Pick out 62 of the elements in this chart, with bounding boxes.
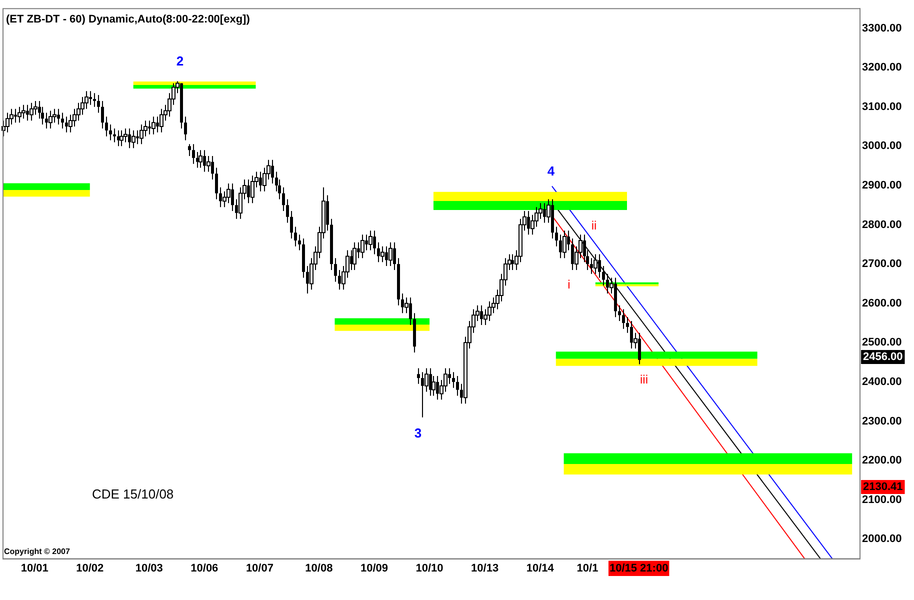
candlestick	[298, 234, 301, 251]
candlestick	[555, 226, 558, 247]
candlestick	[290, 210, 293, 240]
y-tick-label: 3300.00	[862, 22, 902, 34]
y-tick-label: 2900.00	[862, 179, 902, 192]
annotation: i	[568, 277, 570, 292]
candlestick	[294, 226, 297, 247]
candlestick	[618, 304, 621, 322]
x-tick-label: 10/08	[305, 562, 333, 574]
text: 2130.41	[863, 481, 903, 494]
candlestick	[602, 266, 605, 286]
candlestick	[192, 144, 195, 164]
text: (ET ZB-DT - 60) Dynamic,Auto(8:00-22:00[exg])	[6, 14, 250, 26]
y-tick-label: 2200.00	[862, 454, 902, 467]
y-tick-label: 2800.00	[862, 218, 902, 231]
candlestick	[188, 144, 191, 156]
candlestick	[93, 92, 96, 108]
annotation: ii	[591, 218, 597, 232]
x-tick-label: 10/06	[190, 562, 218, 574]
candlestick	[113, 128, 116, 143]
y-tick-label: 2600.00	[862, 297, 902, 310]
text: 2456.00	[863, 351, 903, 364]
candlestick	[622, 308, 625, 330]
candlestick	[282, 186, 285, 212]
annotation: 3	[414, 426, 422, 441]
x-tick-label: 10/03	[135, 562, 163, 574]
candlestick	[452, 372, 455, 388]
candlestick	[101, 100, 104, 129]
annotation: Copyright © 2007	[4, 547, 70, 556]
y-tick-label: 2300.00	[862, 415, 902, 428]
x-tick-label: 10/14	[526, 562, 555, 574]
candlestick	[417, 368, 420, 384]
y-tick-label: 3200.00	[862, 62, 902, 74]
annotation: iii	[640, 372, 648, 386]
y-tick-label: 2400.00	[862, 376, 902, 388]
x-tick-label: 10/09	[360, 562, 388, 574]
candlestick	[626, 316, 629, 334]
y-tick-label: 3000.00	[862, 140, 902, 152]
y-tick-label: 3100.00	[862, 100, 902, 113]
x-tick-label: 10/07	[246, 562, 274, 574]
candlestick	[286, 198, 289, 224]
candlestick	[97, 94, 100, 114]
candlestick	[184, 116, 187, 141]
x-tick-label: 10/15 21:00	[609, 562, 668, 574]
candlestick	[109, 124, 112, 141]
x-tick-label: 10/10	[416, 562, 444, 574]
x-tick-label: 10/02	[76, 562, 104, 574]
candlestick	[215, 167, 218, 200]
annotation: 2	[176, 54, 184, 69]
x-tick-label: 10/01	[20, 562, 48, 574]
x-tick-label: 10/13	[471, 562, 499, 574]
x-tick-label: 10/1	[576, 562, 598, 574]
y-tick-label: 2500.00	[862, 336, 902, 349]
y-tick-label: 2000.00	[862, 533, 902, 546]
candlestick	[334, 258, 337, 282]
annotation: CDE 15/10/08	[92, 486, 174, 502]
candlestick	[61, 112, 64, 129]
y-tick-label: 2100.00	[862, 494, 902, 506]
candlestick	[105, 116, 108, 137]
candlestick	[456, 376, 459, 396]
annotation: 4	[547, 164, 556, 179]
y-tick-label: 2700.00	[862, 258, 902, 270]
